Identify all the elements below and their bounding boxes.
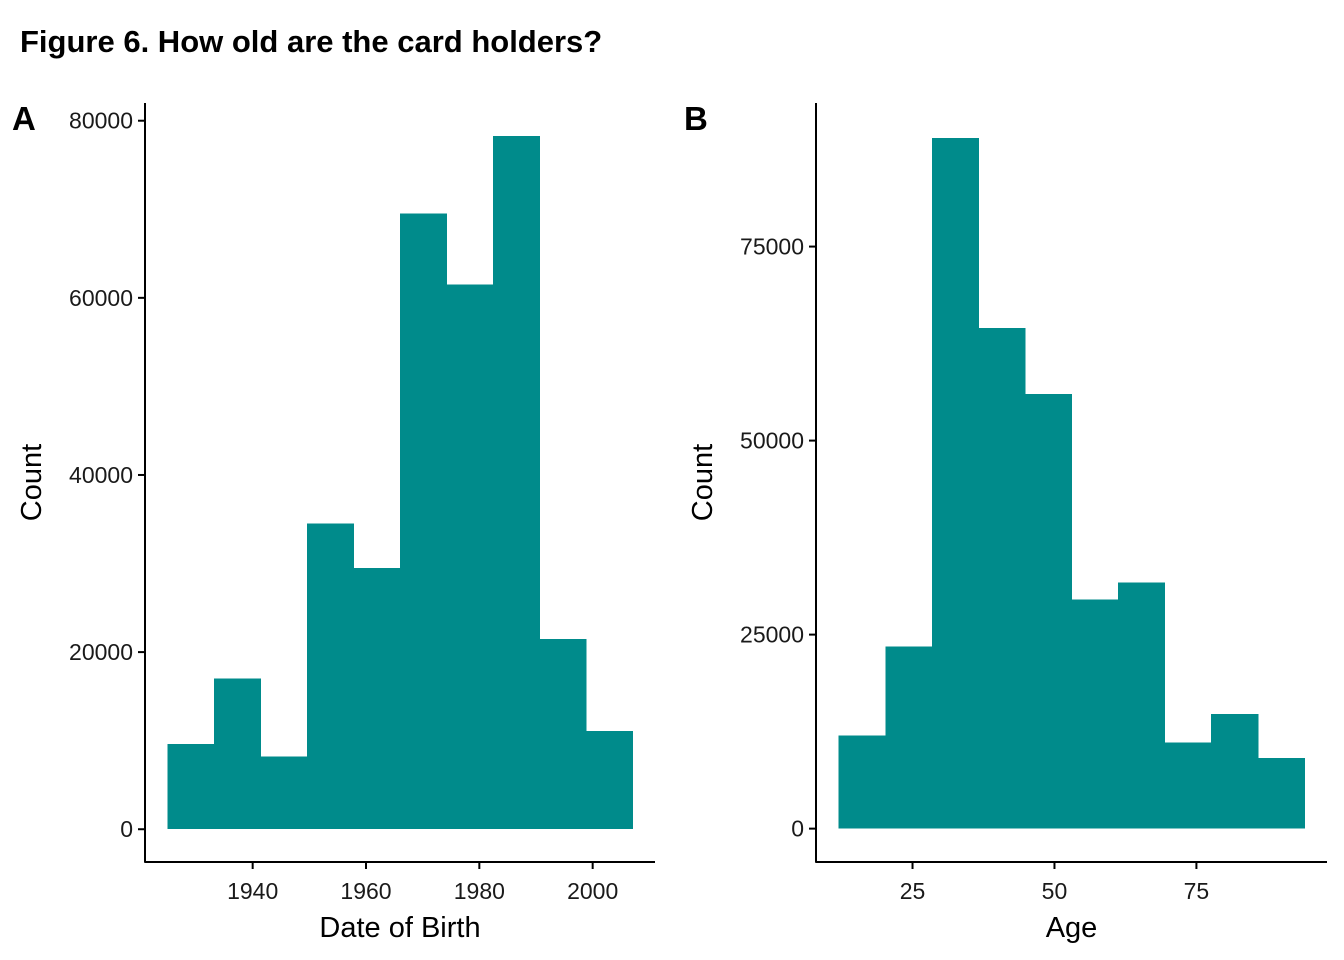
histogram-bar-b-3	[978, 328, 1026, 829]
histogram-bar-b-8	[1211, 713, 1259, 829]
y-tick-label-a-1: 20000	[69, 639, 133, 665]
x-tick-label-b-0: 25	[900, 878, 926, 904]
histogram-bar-a-1	[214, 678, 262, 830]
histogram-bar-b-1	[885, 646, 933, 829]
y-tick-label-b-2: 50000	[740, 428, 804, 454]
histogram-bar-a-7	[492, 135, 540, 830]
histogram-bar-b-6	[1118, 582, 1166, 829]
histogram-bar-a-2	[260, 756, 308, 830]
panel-tag-a: A	[12, 100, 36, 137]
histogram-bar-a-9	[585, 730, 633, 830]
panel-tag-b: B	[684, 100, 708, 137]
y-tick-label-b-1: 25000	[740, 622, 804, 648]
histogram-bar-a-0	[167, 744, 215, 830]
panel-a: 0 20000 40000 60000 80000 1940 1960 1980 2000 Dat…	[12, 100, 655, 944]
histogram-bar-a-4	[353, 567, 401, 830]
histogram-bar-b-0	[838, 735, 886, 829]
histogram-bar-b-7	[1164, 742, 1212, 829]
y-tick-label-a-3: 60000	[69, 285, 133, 311]
y-tick-label-b-0: 0	[791, 816, 804, 842]
panel-b: 0 25000 50000 75000 25 50 75 Age Count B	[684, 100, 1327, 944]
histogram-bar-a-5	[400, 213, 448, 830]
x-tick-label-a-2: 1980	[454, 878, 505, 904]
histogram-bar-a-3	[307, 523, 355, 830]
y-tick-label-a-4: 80000	[69, 108, 133, 134]
y-tick-label-a-0: 0	[120, 816, 133, 842]
histogram-bar-a-8	[539, 638, 587, 830]
x-axis-label-a: Date of Birth	[319, 912, 480, 944]
histogram-bar-b-2	[931, 137, 979, 829]
y-tick-label-b-3: 75000	[740, 234, 804, 260]
histogram-bar-b-4	[1024, 394, 1073, 829]
y-axis-label-b: Count	[687, 444, 719, 521]
y-axis-label-a: Count	[16, 444, 48, 521]
histogram-bar-b-5	[1071, 599, 1119, 829]
x-axis-label-b: Age	[1046, 912, 1098, 944]
x-tick-label-a-3: 2000	[567, 878, 618, 904]
histogram-bar-b-9	[1257, 758, 1305, 829]
x-tick-label-a-1: 1960	[340, 878, 391, 904]
figure-title: Figure 6. How old are the card holders?	[20, 24, 603, 59]
histogram-bar-a-6	[446, 284, 494, 830]
x-tick-label-a-0: 1940	[227, 878, 278, 904]
y-tick-label-a-2: 40000	[69, 462, 133, 488]
x-tick-label-b-1: 50	[1042, 878, 1068, 904]
x-tick-label-b-2: 75	[1184, 878, 1210, 904]
